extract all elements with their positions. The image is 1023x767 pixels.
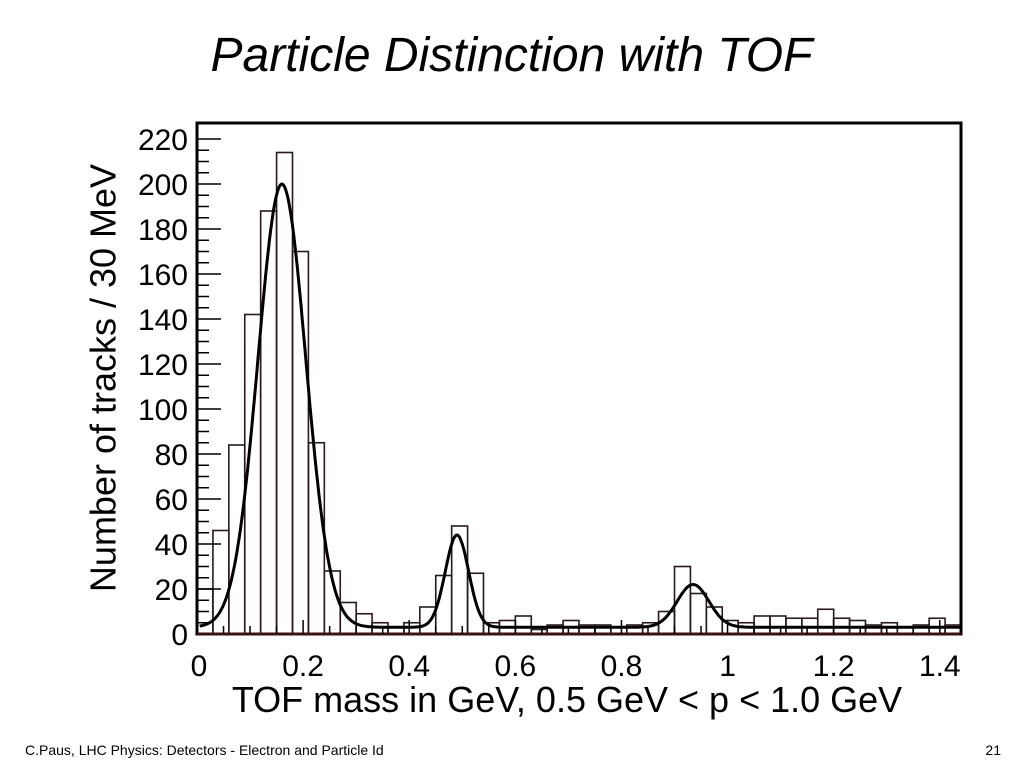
histogram-bin	[514, 615, 533, 635]
histogram-bars	[196, 151, 962, 635]
y-tick-label: 100	[138, 394, 188, 427]
x-tick-label: 1.2	[813, 650, 855, 683]
y-tick-label: 0	[171, 619, 188, 652]
x-axis-label: TOF mass in GeV, 0.5 GeV < p < 1.0 GeV	[232, 679, 902, 720]
x-tick-label: 0	[191, 650, 208, 683]
x-tick-label: 0.8	[601, 650, 643, 683]
y-tick-label: 80	[155, 439, 188, 472]
y-tick-label: 220	[138, 124, 188, 157]
y-tick-label: 160	[138, 259, 188, 292]
y-tick-label: 40	[155, 529, 188, 562]
x-tick-label: 0.2	[282, 650, 324, 683]
x-tick-label: 0.4	[388, 650, 430, 683]
y-tick-label: 20	[155, 574, 188, 607]
histogram-bin	[753, 615, 771, 635]
x-tick-label: 1	[719, 650, 736, 683]
y-axis-label: Number of tracks / 30 MeV	[83, 164, 124, 592]
fit-curve	[199, 182, 961, 629]
x-tick-label: 0.6	[494, 650, 536, 683]
page-number: 21	[985, 742, 1001, 758]
histogram-bin	[816, 608, 835, 635]
y-axis-ticks: 0 20 40 60 80 100 120 140 160 180 200 220	[138, 124, 221, 652]
histogram-bin	[275, 151, 294, 635]
y-tick-label: 120	[138, 349, 188, 382]
plot-frame	[195, 121, 963, 636]
plot-frame-border	[195, 121, 963, 636]
histogram-bin	[228, 444, 246, 635]
histogram-bin	[689, 592, 708, 635]
histogram-bin	[259, 210, 278, 635]
footer-text: C.Paus, LHC Physics: Detectors - Electro…	[25, 742, 384, 758]
histogram-bin	[769, 615, 787, 635]
y-tick-label: 200	[138, 169, 188, 202]
x-tick-label: 1.4	[919, 650, 961, 683]
x-axis-ticks: 0 0.2 0.4 0.6 0.8 1 1.2 1.4	[191, 620, 961, 683]
histogram-bin	[419, 606, 437, 635]
y-tick-label: 140	[138, 304, 188, 337]
slide-title: Particle Distinction with TOF	[210, 29, 813, 82]
histogram-bin	[450, 525, 469, 635]
y-tick-label: 180	[138, 214, 188, 247]
y-tick-label: 60	[155, 484, 188, 517]
